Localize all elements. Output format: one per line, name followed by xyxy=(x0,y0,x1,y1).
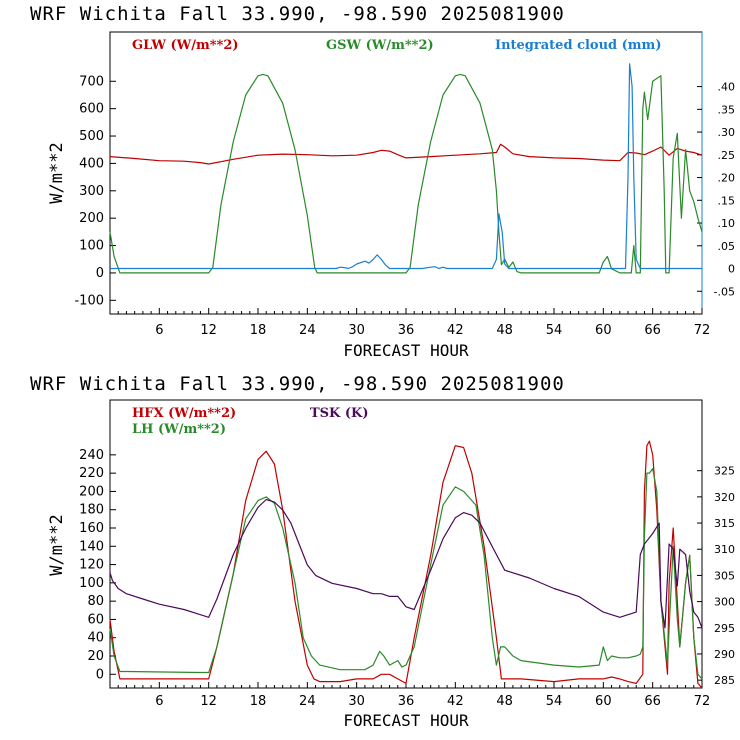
panel-radiation: WRF Wichita Fall 33.990, -98.590 2025081… xyxy=(30,3,735,360)
plot-frame xyxy=(109,31,703,315)
y-tick-label: 400 xyxy=(79,156,104,171)
y2-tick-label: 290 xyxy=(714,648,735,661)
y-tick-label: 100 xyxy=(79,239,104,254)
x-tick-label: 30 xyxy=(348,323,365,338)
x-tick-label: 6 xyxy=(155,323,163,338)
y2-tick-label: 285 xyxy=(714,674,735,687)
x-tick-label: 72 xyxy=(694,694,711,709)
y2-tick-label: .40 xyxy=(718,81,736,94)
legend-tsk: TSK (K) xyxy=(310,406,369,421)
x-tick-label: 24 xyxy=(299,694,316,709)
y-tick-label: 700 xyxy=(79,74,104,89)
y-tick-label: 600 xyxy=(79,102,104,117)
y-tick-label: 20 xyxy=(87,649,104,664)
legend-hfx: HFX (W/m**2) xyxy=(132,406,236,421)
x-tick-label: 72 xyxy=(694,323,711,338)
x-tick-label: 60 xyxy=(595,323,612,338)
y2-tick-label: 0 xyxy=(728,263,735,276)
y2-tick-label: 315 xyxy=(714,517,735,530)
x-tick-label: 12 xyxy=(200,323,217,338)
legend-lh: LH (W/m**2) xyxy=(132,422,226,437)
x-tick-label: 66 xyxy=(644,694,661,709)
y2-tick-label: .10 xyxy=(718,217,736,230)
y2-tick-label: 300 xyxy=(714,596,735,609)
x-tick-label: 48 xyxy=(496,323,513,338)
series-line-lh xyxy=(109,468,703,680)
y-tick-label: 40 xyxy=(87,631,104,646)
x-tick-label: 24 xyxy=(299,323,316,338)
panel-title: WRF Wichita Fall 33.990, -98.590 2025081… xyxy=(30,373,565,395)
y2-tick-label: 320 xyxy=(714,491,735,504)
x-tick-label: 36 xyxy=(398,694,415,709)
y2-tick-label: -.05 xyxy=(714,285,735,298)
x-tick-label: 42 xyxy=(447,323,464,338)
series-line-hfx xyxy=(109,440,703,689)
y-tick-label: 0 xyxy=(96,266,104,281)
y2-tick-label: 295 xyxy=(714,622,735,635)
x-tick-label: 66 xyxy=(644,323,661,338)
y2-tick-label: .05 xyxy=(718,240,736,253)
x-tick-label: 18 xyxy=(250,694,267,709)
legend-glw: GLW (W/m**2) xyxy=(132,38,239,53)
y-tick-label: 0 xyxy=(96,667,104,682)
x-tick-label: 60 xyxy=(595,694,612,709)
y-axis-label: W/m**2 xyxy=(47,142,67,203)
x-tick-label: 54 xyxy=(546,694,563,709)
x-tick-label: 42 xyxy=(447,694,464,709)
x-tick-label: 36 xyxy=(398,323,415,338)
y-tick-label: 220 xyxy=(79,466,104,481)
legend-gsw: GSW (W/m**2) xyxy=(326,38,434,53)
legend-cloud: Integrated cloud (mm) xyxy=(495,38,661,53)
x-tick-label: 6 xyxy=(155,694,163,709)
y2-tick-label: .25 xyxy=(718,149,736,162)
x-tick-label: 18 xyxy=(250,323,267,338)
y-tick-label: 180 xyxy=(79,503,104,518)
y2-tick-label: .15 xyxy=(718,194,736,207)
y2-tick-label: 310 xyxy=(714,543,735,556)
panel-title: WRF Wichita Fall 33.990, -98.590 2025081… xyxy=(30,3,565,25)
plot-frame xyxy=(109,399,703,689)
y-tick-label: 500 xyxy=(79,129,104,144)
x-tick-label: 12 xyxy=(200,694,217,709)
series-line-tsk xyxy=(109,498,703,629)
y-tick-label: 200 xyxy=(79,484,104,499)
y-tick-label: 300 xyxy=(79,184,104,199)
y-tick-label: 240 xyxy=(79,448,104,463)
series-line-cloud xyxy=(110,63,702,270)
y2-tick-label: 305 xyxy=(714,569,735,582)
y-tick-label: 140 xyxy=(79,539,104,554)
y2-tick-label: 325 xyxy=(714,465,735,478)
y-axis-label: W/m**2 xyxy=(47,514,67,575)
y-tick-label: 80 xyxy=(87,594,104,609)
y-tick-label: 120 xyxy=(79,558,104,573)
y-tick-label: 100 xyxy=(79,576,104,591)
y-tick-label: 200 xyxy=(79,211,104,226)
x-tick-label: 54 xyxy=(546,323,563,338)
y-tick-label: 160 xyxy=(79,521,104,536)
x-axis-label: FORECAST HOUR xyxy=(343,341,469,360)
series-line-gsw xyxy=(109,73,703,274)
y2-tick-label: .30 xyxy=(718,126,736,139)
y-tick-label: 60 xyxy=(87,612,104,627)
y2-tick-label: .35 xyxy=(718,103,736,116)
series-line-glw xyxy=(109,143,703,165)
x-tick-label: 30 xyxy=(348,694,365,709)
y-tick-label: -100 xyxy=(74,293,104,308)
y2-tick-label: .20 xyxy=(718,172,736,185)
x-tick-label: 48 xyxy=(496,694,513,709)
panel-fluxes: WRF Wichita Fall 33.990, -98.590 2025081… xyxy=(30,373,735,730)
x-axis-label: FORECAST HOUR xyxy=(343,711,469,730)
